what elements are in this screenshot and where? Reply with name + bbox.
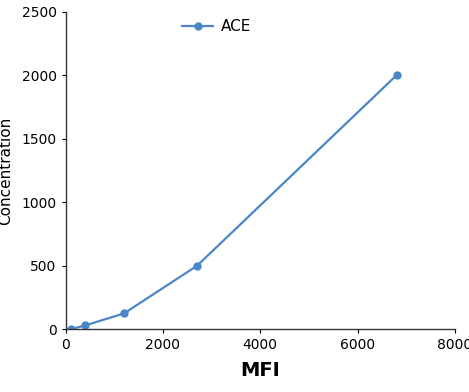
ACE [394, 73, 400, 78]
Legend: ACE: ACE [182, 19, 251, 34]
Y-axis label: Concentration: Concentration [0, 116, 13, 225]
X-axis label: MFI: MFI [241, 361, 280, 379]
ACE [82, 323, 88, 328]
Line: ACE: ACE [67, 72, 400, 333]
ACE [194, 263, 200, 268]
ACE [121, 311, 127, 316]
ACE [68, 327, 73, 332]
